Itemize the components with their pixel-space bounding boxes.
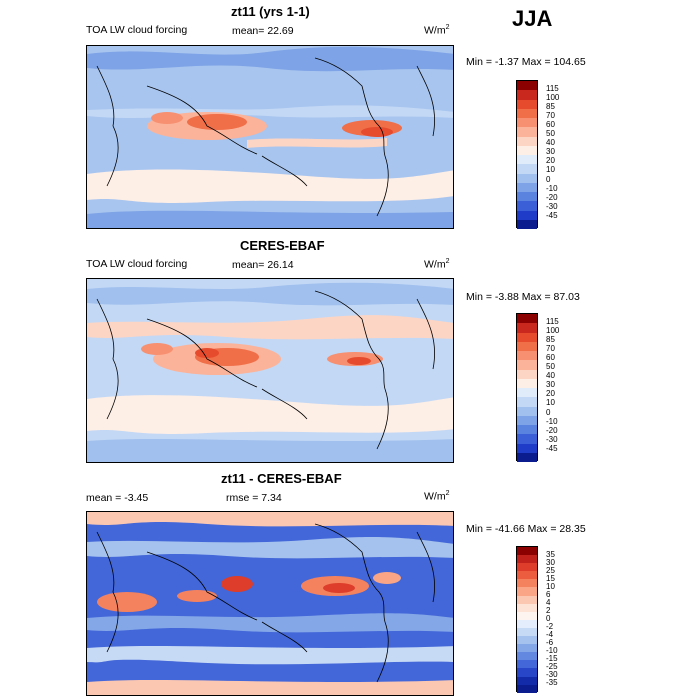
panel-3-cbar-tick: -2 xyxy=(546,622,554,631)
panel-3-units: W/m2 xyxy=(424,490,450,503)
panel-1-cbar-tick: 85 xyxy=(546,102,555,111)
panel-3-mean: mean = -3.45 xyxy=(86,492,149,504)
panel-2-cbar-tick: -10 xyxy=(546,417,558,426)
panel-2-cbar-tick: 0 xyxy=(546,408,551,417)
panel-1-map xyxy=(86,45,454,229)
panel-1-cbar-tick: -45 xyxy=(546,211,558,220)
panel-2-cbar-tick: 85 xyxy=(546,335,555,344)
panel-2-minmax: Min = -3.88 Max = 87.03 xyxy=(466,291,580,303)
panel-2-cbar-tick: 10 xyxy=(546,398,555,407)
panel-2-map-svg xyxy=(87,279,453,462)
panel-1-colorbar xyxy=(516,80,538,229)
panel-1-title: zt11 (yrs 1-1) xyxy=(231,4,310,19)
panel-1-minmax: Min = -1.37 Max = 104.65 xyxy=(466,56,586,68)
panel-1-cbar-tick: 0 xyxy=(546,175,551,184)
panel-3-cbar-tick: 15 xyxy=(546,574,555,583)
panel-3-cbar-tick: 10 xyxy=(546,582,555,591)
panel-1-cbar-tick: -30 xyxy=(546,202,558,211)
panel-1-cbar-tick: 10 xyxy=(546,165,555,174)
panel-3-cbar-tick: 25 xyxy=(546,566,555,575)
panel-2-cbar-tick: 30 xyxy=(546,380,555,389)
panel-3-cbar-tick: -25 xyxy=(546,662,558,671)
panel-2-cbar-tick: -20 xyxy=(546,426,558,435)
panel-2-map xyxy=(86,278,454,463)
panel-2-cbar-tick: 70 xyxy=(546,344,555,353)
panel-1-cbar-tick: 100 xyxy=(546,93,560,102)
panel-3-map xyxy=(86,511,454,696)
panel-2-colorbar xyxy=(516,313,538,462)
panel-1-cbar-tick: 20 xyxy=(546,156,555,165)
panel-2-title: CERES-EBAF xyxy=(240,238,325,253)
panel-2-mean: mean= 26.14 xyxy=(232,259,294,271)
season-label: JJA xyxy=(512,6,553,31)
panel-2-cbar-tick: 60 xyxy=(546,353,555,362)
panel-3-title: zt11 - CERES-EBAF xyxy=(221,471,342,486)
panel-1-cbar-tick: 30 xyxy=(546,147,555,156)
panel-1-map-svg xyxy=(87,46,453,228)
panel-3-minmax: Min = -41.66 Max = 28.35 xyxy=(466,523,586,535)
panel-1-units: W/m2 xyxy=(424,24,450,37)
panel-2-cbar-tick: -30 xyxy=(546,435,558,444)
panel-2-cbar-tick: 40 xyxy=(546,371,555,380)
panel-1-field-label: TOA LW cloud forcing xyxy=(86,24,188,36)
panel-1-cbar-tick: 40 xyxy=(546,138,555,147)
panel-2-cbar-tick: -45 xyxy=(546,444,558,453)
panel-2-cbar-tick: 50 xyxy=(546,362,555,371)
panel-3-cbar-tick: -30 xyxy=(546,670,558,679)
panel-3-map-svg xyxy=(87,512,453,695)
panel-3-rmse: rmse = 7.34 xyxy=(226,492,282,504)
panel-3-cbar-tick: 0 xyxy=(546,614,551,623)
panel-2-cbar-tick: 100 xyxy=(546,326,560,335)
panel-3-cbar-tick: 35 xyxy=(546,550,555,559)
panel-2-cbar-tick: 115 xyxy=(546,317,559,326)
panel-3-cbar-tick: -4 xyxy=(546,630,554,639)
panel-2-field-label: TOA LW cloud forcing xyxy=(86,258,188,270)
panel-1-cbar-tick: -20 xyxy=(546,193,558,202)
panel-1-cbar-tick: 60 xyxy=(546,120,555,129)
panel-3-cbar-tick: 30 xyxy=(546,558,555,567)
panel-3-cbar-tick: 6 xyxy=(546,590,551,599)
panel-1-cbar-tick: -10 xyxy=(546,184,558,193)
panel-1-cbar-tick: 115 xyxy=(546,84,559,93)
panel-3-cbar-tick: -6 xyxy=(546,638,554,647)
panel-3-cbar-tick: -35 xyxy=(546,678,558,687)
panel-3-cbar-tick: -10 xyxy=(546,646,558,655)
panel-3-cbar-tick: -15 xyxy=(546,654,558,663)
panel-3-cbar-tick: 2 xyxy=(546,606,551,615)
panel-3-colorbar xyxy=(516,546,538,693)
panel-1-mean: mean= 22.69 xyxy=(232,25,294,37)
panel-1-cbar-tick: 70 xyxy=(546,111,555,120)
panel-1-cbar-tick: 50 xyxy=(546,129,555,138)
panel-2-units: W/m2 xyxy=(424,258,450,271)
panel-2-cbar-tick: 20 xyxy=(546,389,555,398)
panel-3-cbar-tick: 4 xyxy=(546,598,551,607)
